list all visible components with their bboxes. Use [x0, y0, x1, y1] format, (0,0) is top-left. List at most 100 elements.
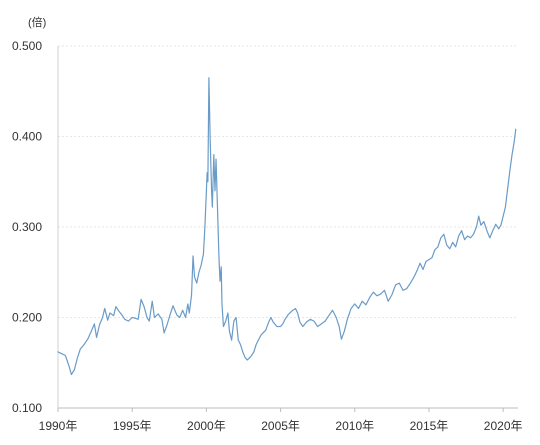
data-point	[74, 369, 75, 370]
data-point	[61, 353, 62, 354]
x-tick-label: 2020年	[484, 419, 523, 433]
data-point	[273, 321, 274, 322]
data-point	[373, 292, 374, 293]
data-point	[384, 290, 385, 291]
data-point	[135, 318, 136, 319]
data-point	[313, 321, 314, 322]
data-point	[302, 326, 303, 327]
data-point	[208, 77, 209, 78]
data-point	[221, 266, 222, 267]
data-point	[198, 272, 199, 273]
data-point	[201, 264, 202, 265]
data-point	[476, 226, 477, 227]
data-point	[478, 216, 479, 217]
x-tick-label: 2015年	[410, 419, 449, 433]
data-point	[107, 320, 108, 321]
data-point	[115, 306, 116, 307]
data-point	[214, 190, 215, 191]
data-point	[395, 284, 396, 285]
data-point	[406, 288, 407, 289]
data-point	[280, 326, 281, 327]
data-point	[132, 317, 133, 318]
data-point	[169, 314, 170, 315]
data-point	[437, 246, 438, 247]
data-point	[467, 235, 468, 236]
data-point	[261, 334, 262, 335]
data-point	[225, 321, 226, 322]
data-point	[118, 311, 119, 312]
data-point	[515, 129, 516, 130]
data-point	[417, 270, 418, 271]
data-point	[369, 297, 370, 298]
data-point	[470, 237, 471, 238]
data-point	[473, 234, 474, 235]
data-point	[104, 308, 105, 309]
data-point	[310, 319, 311, 320]
data-point	[256, 344, 257, 345]
data-point	[268, 321, 269, 322]
data-point	[402, 290, 403, 291]
data-point	[204, 226, 205, 227]
data-point	[154, 317, 155, 318]
data-point	[242, 351, 243, 352]
data-point	[99, 324, 100, 325]
x-axis: 1990年 1995年 2000年 2005年 2010年 2015年 2020年	[39, 408, 523, 433]
data-point	[253, 351, 254, 352]
data-point	[434, 249, 435, 250]
data-point	[291, 311, 292, 312]
data-point	[270, 317, 271, 318]
data-point	[428, 259, 429, 260]
data-point	[306, 321, 307, 322]
y-tick-label: 0.400	[12, 130, 42, 144]
data-point	[339, 326, 340, 327]
data-point	[207, 172, 208, 173]
data-point	[492, 230, 493, 231]
data-point	[217, 208, 218, 209]
data-point	[380, 293, 381, 294]
data-point	[94, 323, 95, 324]
data-point	[464, 239, 465, 240]
data-point	[282, 323, 283, 324]
data-point	[299, 321, 300, 322]
data-point	[87, 339, 88, 340]
data-point	[503, 216, 504, 217]
data-point	[500, 225, 501, 226]
data-point	[431, 257, 432, 258]
data-point	[211, 190, 212, 191]
data-point	[128, 321, 129, 322]
data-point	[498, 228, 499, 229]
data-point	[124, 319, 125, 320]
data-point	[317, 326, 318, 327]
data-point	[152, 301, 153, 302]
data-point	[247, 359, 248, 360]
data-point	[350, 308, 351, 309]
data-point	[354, 303, 355, 304]
data-point	[440, 237, 441, 238]
data-point	[69, 366, 70, 367]
data-point	[265, 330, 266, 331]
data-point	[250, 356, 251, 357]
data-point	[410, 283, 411, 284]
data-point	[284, 319, 285, 320]
data-point	[113, 315, 114, 316]
data-point	[176, 314, 177, 315]
data-point	[218, 258, 219, 259]
x-tick-label: 2000年	[187, 419, 226, 433]
data-point	[511, 154, 512, 155]
data-point	[341, 339, 342, 340]
data-point	[83, 344, 84, 345]
data-point	[486, 230, 487, 231]
data-point	[206, 190, 207, 191]
data-point	[65, 355, 66, 356]
data-point	[231, 340, 232, 341]
data-point	[102, 317, 103, 318]
data-point	[238, 340, 239, 341]
data-point	[149, 321, 150, 322]
data-point	[495, 224, 496, 225]
data-point	[332, 310, 333, 311]
y-tick-label: 0.200	[12, 311, 42, 325]
data-point	[240, 344, 241, 345]
data-point	[179, 317, 180, 318]
